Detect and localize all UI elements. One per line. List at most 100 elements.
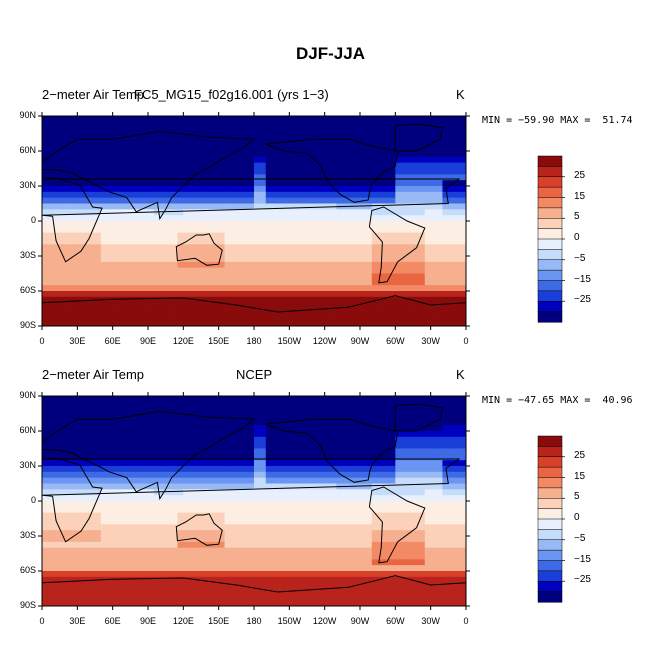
heatmap-cell bbox=[259, 401, 267, 409]
heatmap-cell bbox=[77, 518, 84, 525]
heatmap-cell bbox=[112, 407, 119, 414]
heatmap-cell bbox=[295, 413, 302, 420]
heatmap-cell bbox=[100, 495, 108, 502]
heatmap-cell bbox=[42, 559, 49, 566]
heatmap-cell bbox=[100, 314, 108, 321]
heatmap-cell bbox=[436, 506, 443, 514]
heatmap-cell bbox=[136, 250, 143, 257]
heatmap-cell bbox=[283, 477, 290, 484]
heatmap-cell bbox=[130, 454, 137, 461]
heatmap-cell bbox=[401, 232, 408, 239]
heatmap-cell bbox=[189, 261, 196, 269]
heatmap-cell bbox=[95, 466, 102, 473]
heatmap-cell bbox=[53, 501, 61, 508]
heatmap-cell bbox=[248, 541, 255, 549]
heatmap-cell bbox=[271, 320, 278, 327]
heatmap-cell bbox=[365, 483, 373, 490]
heatmap-cell bbox=[442, 466, 449, 473]
heatmap-cell bbox=[95, 506, 102, 514]
heatmap-cell bbox=[159, 215, 167, 222]
heatmap-cell bbox=[301, 244, 308, 251]
heatmap-cell bbox=[124, 302, 131, 309]
heatmap-cell bbox=[71, 425, 78, 432]
heatmap-cell bbox=[112, 477, 119, 484]
heatmap-cell bbox=[383, 238, 390, 245]
heatmap-cell bbox=[407, 139, 414, 146]
colorbar-swatch bbox=[537, 155, 563, 167]
heatmap-cell bbox=[212, 314, 220, 321]
heatmap-cell bbox=[448, 530, 455, 537]
heatmap-cell bbox=[47, 191, 55, 199]
heatmap-cell bbox=[360, 285, 367, 292]
heatmap-cell bbox=[224, 285, 231, 292]
heatmap-cell bbox=[83, 495, 90, 502]
heatmap-cell bbox=[153, 226, 161, 234]
heatmap-cell bbox=[224, 162, 231, 169]
heatmap-cell bbox=[424, 174, 432, 181]
heatmap-cell bbox=[130, 133, 137, 140]
heatmap-cell bbox=[436, 244, 443, 251]
heatmap-cell bbox=[177, 477, 184, 484]
heatmap-cell bbox=[83, 436, 90, 444]
heatmap-cell bbox=[206, 127, 214, 134]
heatmap-cell bbox=[277, 156, 284, 164]
heatmap-cell bbox=[224, 571, 231, 578]
heatmap-cell bbox=[124, 226, 131, 234]
heatmap-cell bbox=[59, 320, 66, 327]
heatmap-cell bbox=[365, 460, 373, 467]
heatmap-cell bbox=[271, 209, 278, 216]
heatmap-cell bbox=[395, 501, 402, 508]
heatmap-cell bbox=[307, 197, 314, 204]
heatmap-cell bbox=[365, 186, 373, 193]
heatmap-cell bbox=[189, 425, 196, 432]
heatmap-cell bbox=[371, 209, 379, 216]
heatmap-cell bbox=[307, 162, 314, 169]
heatmap-cell bbox=[342, 215, 349, 222]
heatmap-cell bbox=[377, 460, 384, 467]
heatmap-cell bbox=[418, 501, 426, 508]
heatmap-cell bbox=[95, 121, 102, 129]
heatmap-cell bbox=[236, 471, 243, 479]
heatmap-cell bbox=[236, 454, 243, 461]
heatmap-cell bbox=[165, 530, 172, 537]
heatmap-cell bbox=[418, 308, 426, 315]
heatmap-cell bbox=[71, 162, 78, 169]
heatmap-cell bbox=[389, 495, 396, 502]
heatmap-cell bbox=[124, 215, 131, 222]
heatmap-cell bbox=[177, 221, 184, 228]
heatmap-cell bbox=[218, 285, 225, 292]
heatmap-cell bbox=[65, 250, 72, 257]
heatmap-cell bbox=[395, 308, 402, 315]
heatmap-cell bbox=[224, 471, 231, 479]
heatmap-cell bbox=[177, 536, 184, 543]
heatmap-cell bbox=[47, 221, 55, 228]
heatmap-cell bbox=[224, 448, 231, 455]
heatmap-cell bbox=[218, 483, 225, 490]
heatmap-cell bbox=[201, 483, 208, 490]
heatmap-cell bbox=[342, 197, 349, 204]
heatmap-cell bbox=[354, 180, 361, 187]
heatmap-cell bbox=[418, 244, 426, 251]
heatmap-cell bbox=[177, 238, 184, 245]
heatmap-cell bbox=[206, 186, 214, 193]
heatmap-cell bbox=[42, 565, 49, 572]
heatmap-cell bbox=[153, 506, 161, 514]
heatmap-cell bbox=[442, 133, 449, 140]
heatmap-cell bbox=[389, 471, 396, 479]
heatmap-cell bbox=[283, 559, 290, 566]
heatmap-cell bbox=[136, 139, 143, 146]
heatmap-cell bbox=[201, 512, 208, 519]
heatmap-cell bbox=[171, 489, 178, 496]
heatmap-cell bbox=[195, 396, 202, 403]
heatmap-cell bbox=[436, 512, 443, 519]
heatmap-cell bbox=[124, 162, 131, 169]
heatmap-cell bbox=[389, 279, 396, 286]
heatmap-cell bbox=[271, 285, 278, 292]
heatmap-cell bbox=[242, 256, 249, 263]
heatmap-cell bbox=[83, 576, 90, 584]
heatmap-cell bbox=[365, 221, 373, 228]
heatmap-cell bbox=[365, 454, 373, 461]
heatmap-cell bbox=[424, 162, 432, 169]
heatmap-cell bbox=[330, 116, 337, 123]
heatmap-cell bbox=[130, 436, 137, 444]
